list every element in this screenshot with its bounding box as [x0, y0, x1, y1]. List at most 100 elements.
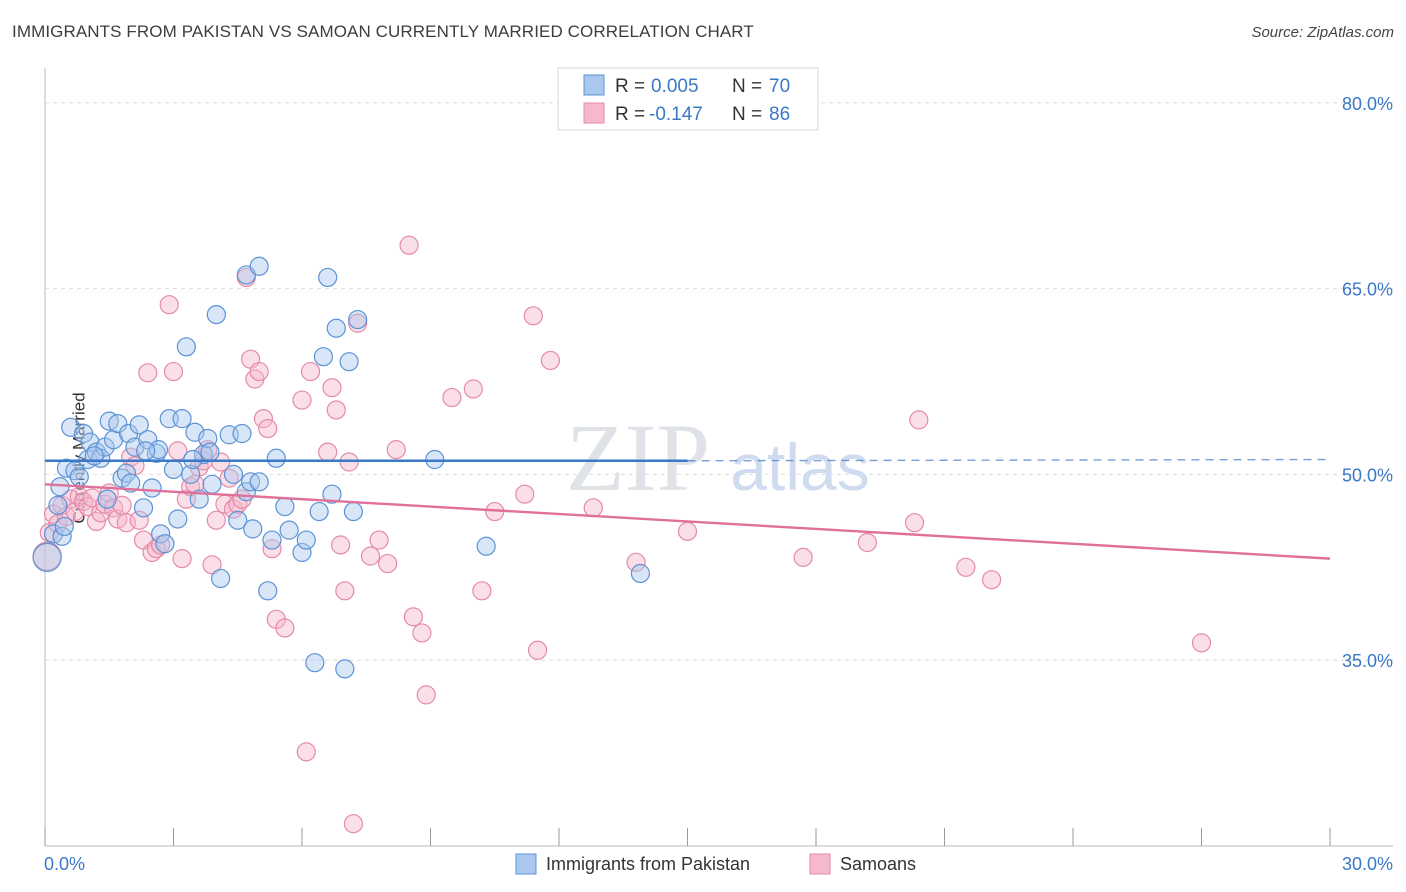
pakistan-point-50 — [243, 519, 263, 539]
pakistan-point-67 — [318, 267, 338, 288]
legend-bottom-label-pink: Samoans — [840, 854, 916, 874]
pakistan-point-61 — [322, 484, 342, 504]
samoans-point-40 — [211, 452, 231, 472]
legend-r-value-blue: 0.005 — [651, 76, 699, 97]
pakistan-point-78 — [183, 449, 203, 470]
pakistan-point-65 — [348, 309, 368, 330]
pakistan-point-71 — [476, 536, 496, 556]
pakistan-point-69 — [249, 256, 269, 276]
samoans-point-70 — [399, 235, 419, 255]
watermark-atlas: atlas — [730, 430, 869, 504]
samoans-point-82 — [583, 498, 603, 518]
samoans-point-67 — [369, 530, 389, 550]
pakistan-point-3 — [50, 477, 70, 497]
source-label: Source: ZipAtlas.com — [1251, 24, 1394, 41]
legend-swatch-blue — [583, 74, 605, 96]
pakistan-point-59 — [309, 501, 329, 522]
samoans-point-58 — [318, 442, 338, 462]
samoans-point-29 — [163, 361, 184, 382]
samoans-point-49 — [249, 361, 269, 382]
watermark: ZIP atlas — [566, 404, 870, 511]
pakistan-point-32 — [168, 509, 188, 529]
pakistan-point-0 — [32, 542, 62, 572]
samoans-point-75 — [463, 379, 483, 399]
samoans-point-88 — [909, 410, 929, 430]
samoans-point-79 — [523, 306, 543, 326]
pakistan-point-76 — [84, 446, 104, 466]
samoans-point-66 — [360, 546, 381, 566]
pakistan-point-28 — [151, 524, 171, 544]
samoans-point-83 — [626, 552, 646, 572]
pakistan-point-22 — [129, 415, 149, 435]
pakistan-point-7 — [69, 467, 89, 487]
y-tick-label-3: 35.0% — [1342, 651, 1393, 671]
pakistan-point-29 — [155, 534, 175, 554]
pakistan-point-31 — [163, 459, 184, 480]
pakistan-point-2 — [48, 495, 68, 515]
samoans-point-59 — [322, 378, 342, 398]
samoans-point-84 — [677, 521, 698, 541]
pakistan-point-45 — [223, 464, 244, 484]
pakistan-point-34 — [176, 337, 196, 357]
pakistan-point-54 — [266, 448, 286, 468]
pakistan-point-75 — [54, 516, 74, 537]
samoans-point-54 — [275, 618, 295, 638]
samoans-point-68 — [378, 553, 398, 574]
pakistan-point-52 — [258, 581, 278, 601]
samoans-trend-line — [44, 483, 1331, 560]
pakistan-points — [32, 256, 650, 679]
pakistan-point-60 — [313, 347, 334, 367]
legend-n-label-pink: N = — [732, 104, 762, 125]
samoans-point-50 — [253, 409, 274, 429]
y-tick-label-2: 50.0% — [1342, 465, 1393, 485]
pakistan-point-35 — [181, 464, 201, 484]
samoans-point-60 — [326, 400, 346, 420]
pakistan-point-73 — [425, 449, 445, 470]
samoans-point-86 — [857, 532, 878, 553]
samoans-point-91 — [1191, 633, 1212, 653]
samoans-point-81 — [540, 350, 561, 371]
trend-lines — [44, 458, 1331, 560]
watermark-zip: ZIP — [566, 404, 710, 511]
pakistan-point-70 — [305, 653, 325, 673]
pakistan-point-16 — [108, 414, 128, 434]
legend-bottom-label-blue: Immigrants from Pakistan — [546, 854, 750, 874]
samoans-point-57 — [300, 361, 321, 382]
pakistan-point-33 — [172, 409, 192, 429]
samoans-point-87 — [904, 513, 925, 533]
tick-labels: 80.0% 65.0% 50.0% 35.0% 0.0% 30.0% — [44, 94, 1393, 874]
samoans-point-55 — [292, 390, 312, 410]
pakistan-point-62 — [326, 318, 346, 338]
pakistan-point-57 — [292, 542, 312, 563]
pakistan-point-40 — [200, 442, 220, 462]
pakistan-point-64 — [343, 501, 363, 522]
samoans-point-74 — [442, 387, 462, 408]
x-tick-label-min: 0.0% — [44, 854, 85, 874]
pakistan-point-25 — [142, 478, 162, 498]
y-tick-label-0: 80.0% — [1342, 94, 1393, 114]
legend-r-label-blue: R = — [615, 76, 645, 97]
samoans-point-31 — [172, 549, 192, 569]
legend-bottom-swatch-blue — [515, 853, 537, 875]
legend-swatch-pink — [583, 102, 605, 124]
samoans-point-51 — [258, 418, 278, 439]
pakistan-point-20 — [121, 473, 141, 493]
samoans-point-22 — [129, 510, 149, 530]
samoans-point-89 — [956, 557, 976, 577]
samoans-points — [32, 235, 1212, 834]
y-tick-label-1: 65.0% — [1342, 280, 1393, 300]
legend-n-value-blue: 70 — [769, 76, 790, 97]
legend-bottom-swatch-pink — [809, 853, 831, 875]
pakistan-point-53 — [262, 530, 282, 550]
legend-n-value-pink: 86 — [769, 104, 790, 125]
pakistan-point-47 — [232, 423, 252, 444]
pakistan-point-23 — [133, 498, 154, 518]
samoans-point-64 — [343, 814, 363, 834]
pakistan-point-55 — [275, 496, 295, 517]
samoans-point-71 — [403, 607, 423, 627]
pakistan-point-51 — [249, 472, 269, 492]
legend-n-label-blue: N = — [732, 76, 762, 97]
samoans-point-56 — [296, 742, 316, 762]
samoans-point-28 — [159, 295, 179, 315]
pakistan-point-72 — [630, 563, 650, 584]
